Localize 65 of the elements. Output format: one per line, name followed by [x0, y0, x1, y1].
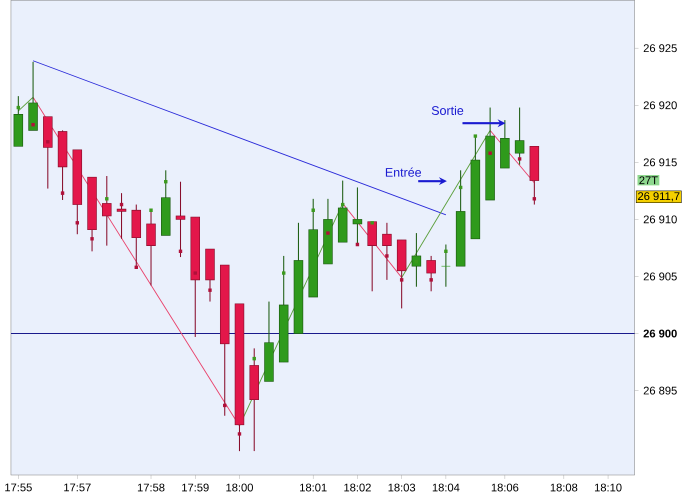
point: [488, 152, 492, 155]
annotation: Entrée: [386, 168, 422, 177]
point: [518, 157, 522, 161]
x-tick-label: 18:04: [432, 484, 460, 492]
point: [444, 250, 448, 254]
point: [340, 202, 344, 206]
point: [282, 271, 286, 275]
x-tick-label: 17:58: [138, 484, 164, 492]
text: 27T: [639, 176, 658, 184]
point: [90, 237, 94, 241]
candlestick: [382, 222, 392, 280]
y-tick-label: 26 915: [644, 158, 677, 166]
point: [474, 134, 478, 138]
x-tick-label: 17:57: [64, 484, 91, 492]
candlestick: [514, 107, 524, 166]
x-tick-label: 18:06: [492, 484, 518, 492]
point: [223, 404, 226, 408]
text: 26 911,7: [638, 192, 680, 202]
y-tick-label: 26 910: [644, 216, 677, 224]
point: [429, 278, 433, 282]
x-tick-label: 17:59: [182, 484, 209, 492]
y-tick-label: 26 925: [644, 44, 677, 52]
point: [238, 432, 242, 436]
point: [178, 250, 182, 254]
x-tick-label: 18:10: [594, 484, 622, 492]
point: [46, 140, 50, 144]
point: [356, 242, 360, 246]
x-tick-label: 18:00: [226, 484, 253, 492]
annotation: Sortie: [432, 106, 464, 116]
point: [252, 357, 256, 360]
candlestick: [367, 221, 377, 292]
point: [208, 288, 212, 292]
candlestick: [412, 232, 422, 288]
point: [164, 180, 168, 184]
candlestick: [146, 210, 156, 286]
point: [194, 271, 197, 275]
point: [326, 231, 330, 235]
candlestick: [102, 176, 112, 246]
point: [400, 278, 404, 282]
point: [370, 221, 374, 225]
x-tick-label: 18:08: [550, 484, 578, 492]
y-tick-label: 26 905: [644, 272, 677, 280]
point: [76, 221, 80, 225]
point: [16, 106, 20, 110]
point: [60, 192, 64, 195]
y-tick-label: 26 920: [644, 101, 677, 110]
point: [105, 197, 108, 201]
point: [311, 208, 315, 212]
y-tick-label: 26 900: [644, 330, 677, 338]
x-tick-label: 18:01: [300, 484, 327, 492]
point: [134, 266, 138, 270]
point: [532, 197, 536, 201]
candlestick: [426, 255, 436, 292]
point: [120, 202, 124, 206]
x-tick-label: 17:55: [5, 484, 32, 492]
x-tick-label: 18:03: [388, 484, 416, 492]
point: [458, 186, 462, 190]
point: [385, 254, 389, 258]
candlestick: [176, 181, 186, 258]
y-tick-label: 26 895: [644, 386, 677, 395]
x-tick-label: 18:02: [344, 484, 371, 492]
candlestick: [352, 186, 362, 246]
point: [31, 123, 35, 126]
point: [149, 208, 153, 212]
candlestick: [441, 244, 451, 288]
